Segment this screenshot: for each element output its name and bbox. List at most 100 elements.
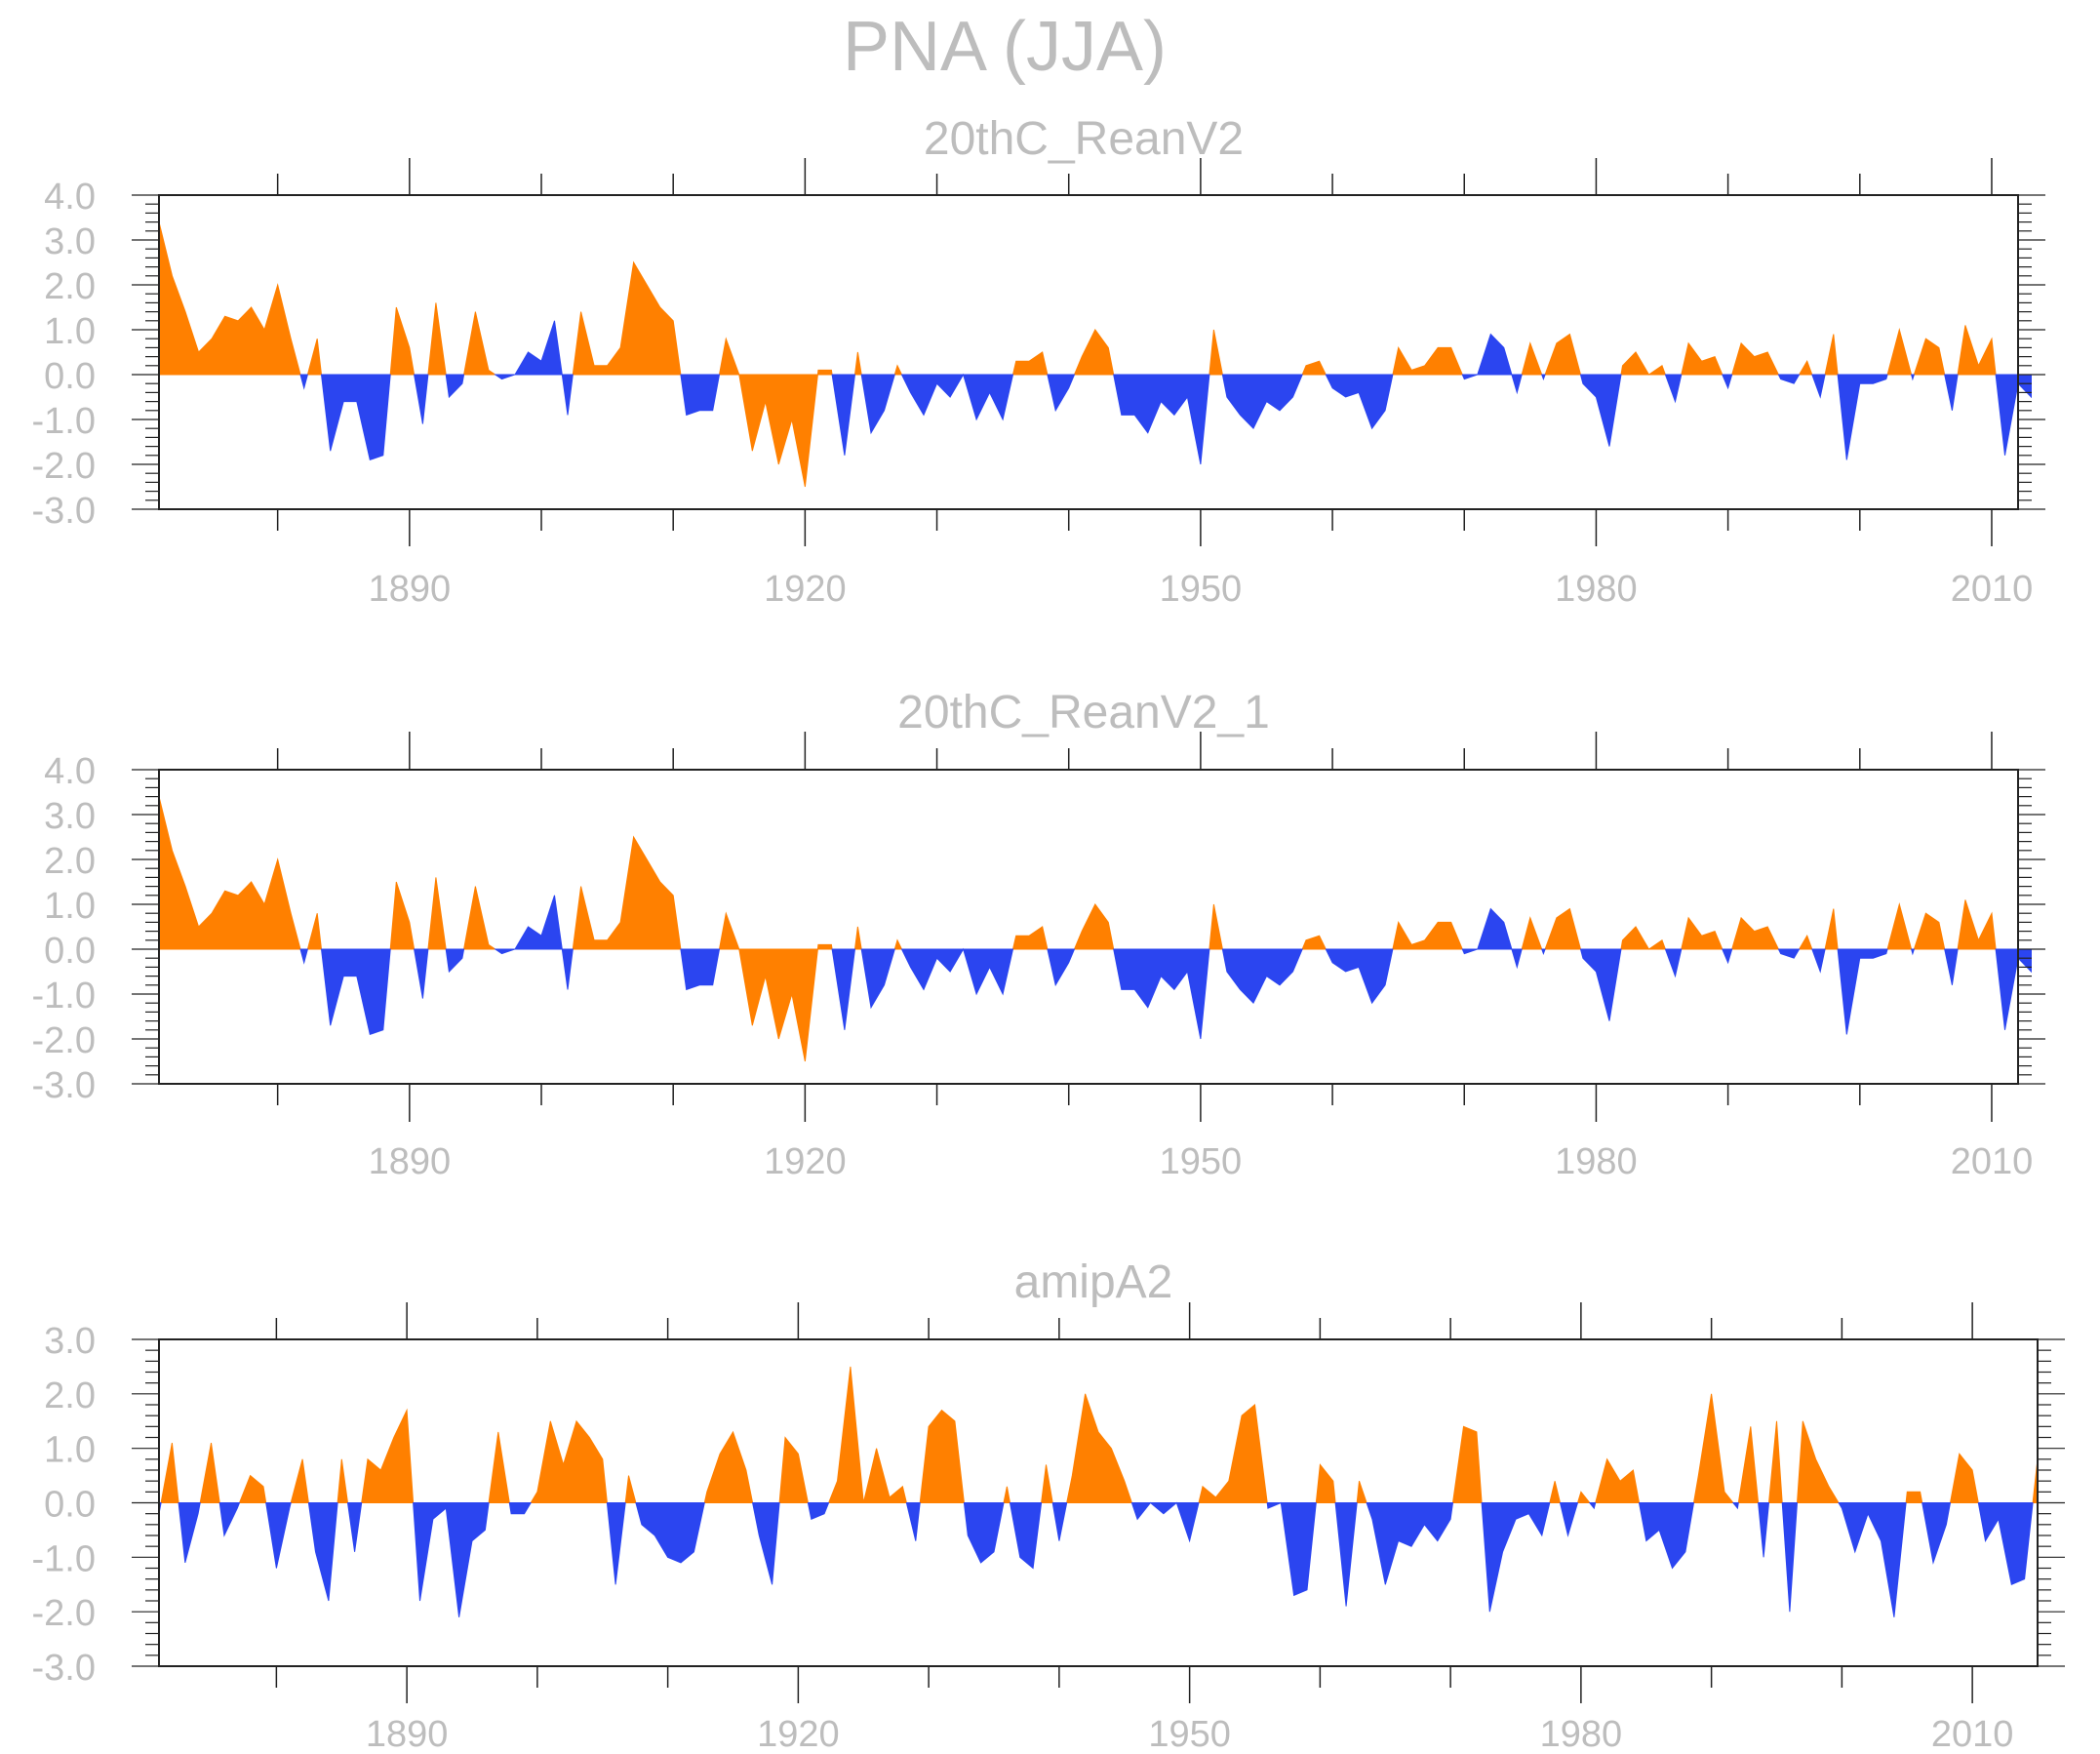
y-tick-label: 0.0	[44, 931, 96, 972]
negative-anomaly-area	[963, 1502, 1005, 1564]
positive-anomaly-area	[1549, 1481, 1562, 1503]
negative-anomaly-area	[1781, 1502, 1799, 1613]
negative-anomaly-area	[1995, 948, 2032, 1030]
positive-anomaly-area	[827, 1366, 908, 1503]
negative-anomaly-area	[1461, 333, 1513, 380]
negative-anomaly-area	[414, 948, 429, 999]
negative-anomaly-area	[1664, 948, 1683, 978]
positive-anomaly-area	[306, 339, 323, 376]
positive-anomaly-area	[488, 1431, 510, 1503]
negative-anomaly-area	[680, 374, 721, 417]
positive-anomaly-area	[158, 796, 301, 950]
negative-anomaly-area	[508, 1502, 533, 1515]
negative-anomaly-area	[1638, 1502, 1695, 1570]
positive-anomaly-area	[572, 835, 682, 950]
positive-anomaly-area	[1767, 1420, 1783, 1503]
positive-anomaly-area	[1905, 1491, 1923, 1503]
negative-anomaly-area	[1977, 1502, 2034, 1585]
negative-anomaly-area	[831, 948, 856, 1030]
negative-anomaly-area	[1722, 948, 1733, 965]
negative-anomaly-area	[1481, 1502, 1551, 1613]
panel-title: 20thC_ReanV2_1	[897, 687, 1270, 738]
negative-anomaly-area	[1009, 1502, 1043, 1570]
negative-anomaly-area	[860, 374, 895, 435]
negative-anomaly-area	[299, 948, 309, 965]
x-tick-label: 2010	[1931, 1714, 2014, 1754]
negative-anomaly-area	[1837, 948, 1888, 1035]
panel-20thc-reanv2-1: 20thC_ReanV2_1 4.03.02.01.00.0-1.0-2.0-3.…	[32, 687, 2045, 1182]
positive-anomaly-area	[1620, 926, 1667, 950]
positive-anomaly-area	[1681, 916, 1724, 950]
y-tick-label: -3.0	[32, 1065, 96, 1106]
negative-anomaly-area	[1366, 1502, 1454, 1585]
positive-anomaly-area	[1003, 1486, 1011, 1503]
negative-anomaly-area	[1461, 907, 1513, 955]
positive-anomaly-area	[778, 1436, 810, 1503]
positive-anomaly-area	[1301, 935, 1327, 950]
negative-anomaly-area	[1047, 374, 1076, 413]
negative-anomaly-area	[1722, 374, 1733, 390]
negative-anomaly-area	[1811, 374, 1826, 399]
y-tick-label: 1.0	[44, 886, 96, 927]
negative-anomaly-area	[1130, 1501, 1200, 1543]
negative-anomaly-area	[320, 374, 391, 461]
panel-20thc-reanv2: 20thC_ReanV2 4.03.02.01.00.0-1.0-2.0-3.0 1…	[32, 113, 2045, 610]
negative-anomaly-area	[1051, 1502, 1068, 1541]
negative-anomaly-area	[178, 1502, 201, 1564]
positive-anomaly-area	[816, 369, 833, 376]
y-tick-label: -2.0	[32, 446, 96, 487]
positive-anomaly-area	[1198, 1404, 1268, 1503]
y-tick-label: -2.0	[32, 1593, 96, 1634]
negative-anomaly-area	[831, 374, 856, 456]
negative-anomaly-area	[1995, 374, 2032, 456]
negative-anomaly-area	[1579, 948, 1622, 1021]
positive-anomaly-area	[1073, 903, 1115, 950]
y-tick-label: 2.0	[44, 1375, 96, 1416]
x-tick-label: 1920	[764, 569, 847, 610]
positive-anomaly-area	[1957, 325, 1997, 376]
y-tick-label: 4.0	[44, 177, 96, 218]
negative-anomaly-area	[1511, 374, 1523, 395]
negative-anomaly-area	[1334, 1502, 1358, 1607]
positive-anomaly-area	[1392, 921, 1464, 950]
negative-anomaly-area	[606, 1502, 626, 1585]
negative-anomaly-area	[1922, 1502, 1952, 1565]
y-tick-label: -3.0	[32, 491, 96, 532]
negative-anomaly-area	[1579, 374, 1622, 447]
positive-anomaly-area	[1301, 360, 1327, 376]
y-tick-label: -1.0	[32, 401, 96, 442]
negative-anomaly-area	[1266, 1501, 1317, 1597]
negative-anomaly-area	[680, 948, 721, 991]
negative-anomaly-area	[299, 374, 309, 390]
negative-anomaly-area	[751, 1502, 780, 1585]
positive-anomaly-area	[1796, 1420, 1840, 1503]
x-tick-label: 2010	[1951, 569, 2034, 610]
positive-anomaly-area	[1011, 351, 1049, 376]
positive-anomaly-area	[1798, 360, 1813, 376]
positive-anomaly-area	[816, 943, 833, 950]
x-tick-label: 1890	[369, 569, 452, 610]
negative-anomaly-area	[1221, 374, 1303, 430]
positive-anomaly-area	[1392, 346, 1464, 376]
negative-anomaly-area	[307, 1502, 338, 1602]
positive-anomaly-area	[1041, 1464, 1053, 1503]
positive-anomaly-area	[1824, 908, 1839, 950]
positive-anomaly-area	[1737, 1426, 1760, 1503]
positive-anomaly-area	[1913, 338, 1946, 376]
positive-anomaly-area	[1692, 1393, 1734, 1503]
negative-anomaly-area	[1731, 1502, 1739, 1510]
x-tick-label: 1950	[1160, 1141, 1243, 1182]
negative-anomaly-area	[1777, 948, 1801, 959]
negative-anomaly-area	[1588, 1502, 1597, 1510]
positive-anomaly-area	[463, 886, 497, 950]
negative-anomaly-area	[1559, 1502, 1579, 1537]
y-tick-label: 2.0	[44, 266, 96, 307]
positive-anomaly-area	[158, 221, 301, 376]
positive-anomaly-area	[1886, 902, 1913, 950]
negative-anomaly-area	[445, 374, 465, 399]
positive-anomaly-area	[1913, 912, 1946, 950]
positive-anomaly-area	[1451, 1425, 1483, 1503]
positive-anomaly-area	[1886, 328, 1913, 376]
positive-anomaly-area	[1798, 935, 1813, 950]
positive-anomaly-area	[1576, 1491, 1591, 1503]
